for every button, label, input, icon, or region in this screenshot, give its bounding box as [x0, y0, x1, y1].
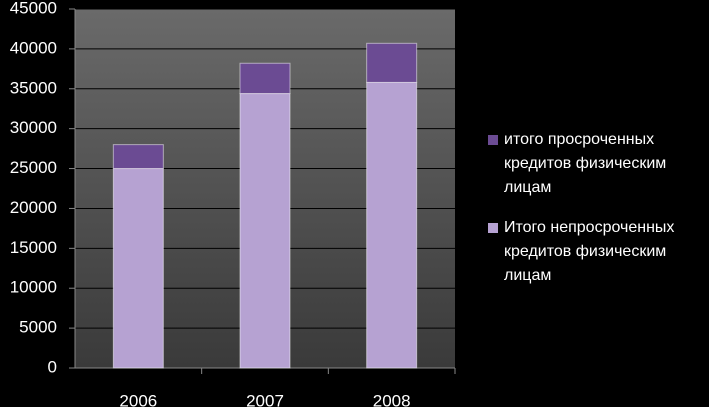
y-tick-label: 20000	[10, 198, 57, 217]
y-tick-label: 30000	[10, 118, 57, 137]
bar-segment	[366, 81, 418, 369]
y-tick-label: 45000	[10, 0, 57, 17]
legend-label: итого просроченных кредитов физическим л…	[504, 131, 667, 196]
legend-item: Итого непросроченных кредитов физическим…	[486, 216, 701, 288]
y-tick-label: 10000	[10, 278, 57, 297]
legend-swatch	[488, 223, 498, 233]
y-tick-label: 35000	[10, 78, 57, 97]
bar-segment	[239, 93, 291, 369]
x-tick-label: 2006	[119, 391, 157, 407]
x-tick-label: 2008	[373, 391, 411, 407]
legend-swatch	[488, 135, 498, 145]
bar-segment	[239, 62, 291, 95]
x-tick-label: 2007	[246, 391, 284, 407]
legend-label: Итого непросроченных кредитов физическим…	[504, 219, 675, 284]
y-tick-label: 0	[48, 357, 57, 376]
y-tick-label: 15000	[10, 238, 57, 257]
y-tick-label: 25000	[10, 158, 57, 177]
bar-segment	[366, 42, 418, 83]
legend-item: итого просроченных кредитов физическим л…	[486, 128, 701, 200]
legend: итого просроченных кредитов физическим л…	[486, 128, 701, 304]
y-tick-label: 40000	[10, 38, 57, 57]
y-tick-label: 5000	[19, 318, 57, 337]
bar-segment	[112, 168, 164, 369]
bar-segment	[112, 144, 164, 170]
